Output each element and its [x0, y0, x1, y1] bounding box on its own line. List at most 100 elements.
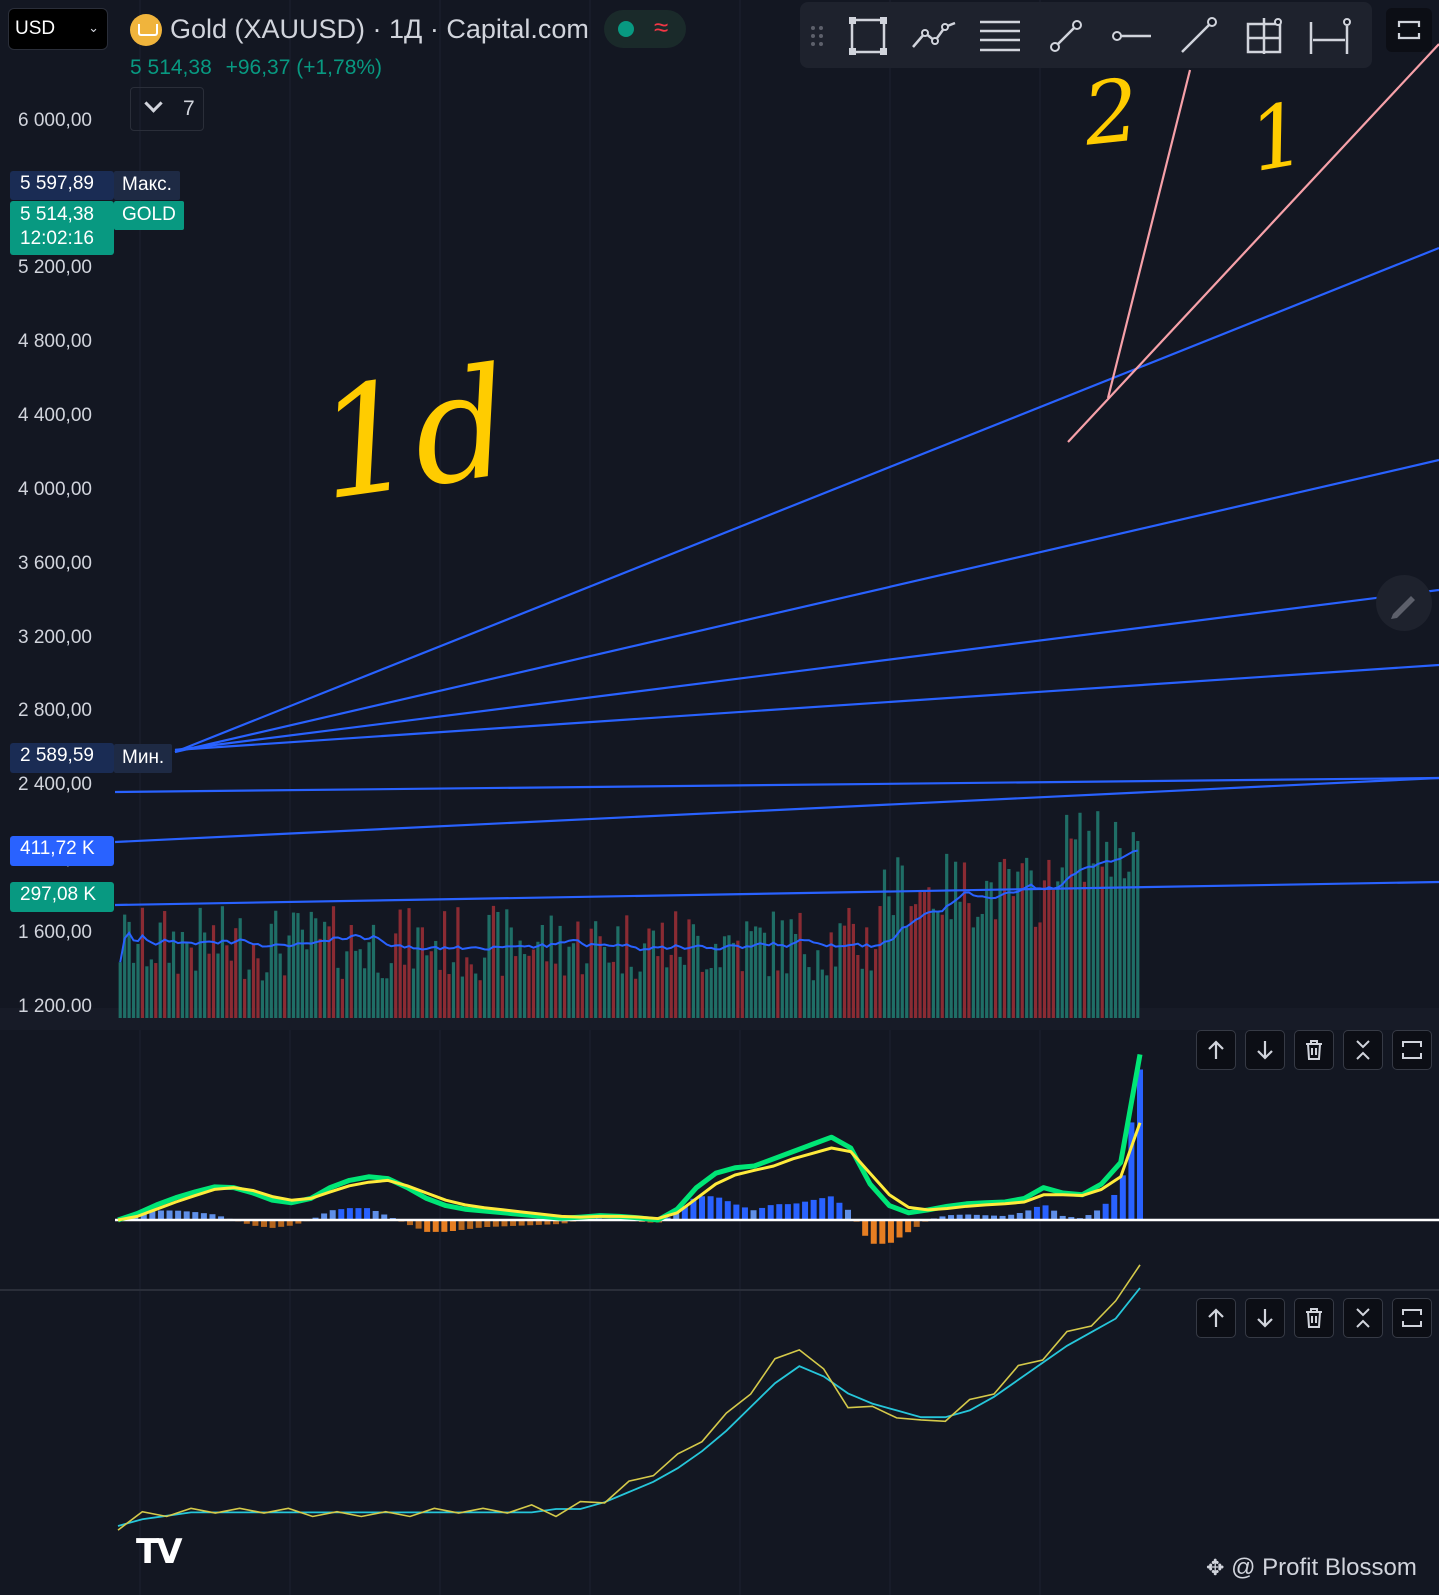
price-label: 6 000,00 [18, 110, 92, 131]
volume-bar [158, 922, 162, 1018]
trend-line-icon[interactable] [1040, 10, 1092, 62]
macd-histogram-bar [1085, 1215, 1092, 1220]
horizontal-ray-icon[interactable] [1106, 10, 1158, 62]
price-change: +96,37 (+1,78%) [225, 56, 383, 79]
volume-bar [722, 936, 727, 1018]
drag-handle-icon[interactable] [800, 10, 834, 62]
blue-fan-line [114, 776, 1439, 794]
pencil-icon[interactable] [1376, 575, 1432, 631]
volume-bar [611, 961, 616, 1018]
volume-bar [629, 966, 633, 1018]
volume-bar [243, 978, 247, 1018]
volume-bar [665, 967, 669, 1018]
macd-histogram-bar [810, 1199, 817, 1220]
min-price-marker: 2 589,59 [10, 743, 114, 773]
macd-histogram-bar [544, 1220, 551, 1225]
volume-bar [896, 857, 900, 1018]
macd-histogram-bar [1016, 1213, 1023, 1220]
blue-fan-line [114, 880, 1439, 907]
oscillator-line [117, 1264, 1141, 1531]
trash-icon[interactable] [1294, 1298, 1334, 1338]
volume-bar [931, 908, 935, 1018]
currency-select[interactable]: USD ⌄ [8, 8, 108, 50]
price-label: 3 200,00 [18, 627, 92, 648]
market-status[interactable]: ≈ [604, 10, 686, 48]
arrow-up-icon[interactable] [1196, 1298, 1236, 1338]
volume-bar [980, 913, 984, 1018]
path-icon[interactable] [908, 10, 960, 62]
volume-bar [838, 923, 842, 1018]
volume-bar [216, 953, 220, 1018]
arrow-up-icon[interactable] [1196, 1030, 1236, 1070]
measure-icon[interactable] [1304, 10, 1356, 62]
volume-bar [1096, 811, 1100, 1018]
volume-bar [1047, 859, 1051, 1018]
volume-bar [798, 912, 802, 1018]
macd-histogram-bar [192, 1212, 199, 1220]
volume-bar [714, 943, 718, 1018]
macd-histogram-bar [767, 1205, 774, 1220]
volume-bar [1082, 881, 1087, 1018]
volume-bar [180, 931, 185, 1018]
symbol-title[interactable]: Gold (XAUUSD) · 1Д · Capital.com [170, 14, 589, 44]
collapse-icon[interactable] [1343, 1030, 1383, 1070]
volume-bar [842, 925, 847, 1018]
chevron-down-icon: ⌄ [88, 20, 99, 35]
arrow-down-icon[interactable] [1245, 1298, 1285, 1338]
macd-histogram-bar [329, 1210, 336, 1220]
volume-bar [976, 916, 980, 1018]
volume-bar [149, 959, 153, 1018]
volume-bar [762, 932, 767, 1018]
fullscreen-icon[interactable] [1386, 8, 1432, 52]
volume-bar [705, 969, 709, 1018]
indicators-toggle[interactable]: 7 [130, 87, 204, 131]
volume-bar [785, 973, 789, 1018]
oscillator-signal-line [117, 1287, 1141, 1527]
rectangle-icon[interactable] [842, 10, 894, 62]
macd-histogram-bar [1068, 1217, 1075, 1220]
arrow-down-icon[interactable] [1245, 1030, 1285, 1070]
volume-bar [171, 931, 176, 1018]
macd-histogram-bar [956, 1214, 963, 1220]
last-price-value: 5 514,38 [20, 204, 94, 225]
volume-bar [456, 907, 460, 1018]
macd-histogram-bar [793, 1203, 800, 1220]
volume-bar [589, 928, 593, 1018]
volume-bar [660, 922, 664, 1018]
collapse-icon[interactable] [1343, 1298, 1383, 1338]
maximize-icon[interactable] [1392, 1030, 1432, 1070]
volume-bar [682, 964, 687, 1018]
macd-histogram-bar [338, 1209, 345, 1220]
macd-histogram-bar [896, 1220, 903, 1238]
volume-bar [345, 951, 349, 1018]
volume-bar [678, 956, 682, 1018]
price-label: 3 600,00 [18, 553, 92, 574]
macd-histogram-bar [243, 1220, 250, 1224]
volume-bar [1118, 848, 1122, 1018]
volume-bar [1051, 889, 1055, 1018]
maximize-icon[interactable] [1392, 1298, 1432, 1338]
volume-bar [1087, 830, 1091, 1018]
volume-bar [131, 962, 136, 1018]
volume-bar [780, 920, 784, 1018]
macd-histogram-bar [1111, 1194, 1118, 1220]
macd-histogram-bar [346, 1208, 353, 1220]
crosshair-box-icon[interactable] [1238, 10, 1290, 62]
macd-histogram-bar [140, 1212, 147, 1220]
volume-bar [607, 962, 611, 1018]
wave-icon: ≈ [654, 12, 669, 42]
trash-icon[interactable] [1294, 1030, 1334, 1070]
arrow-line-icon[interactable] [1172, 10, 1224, 62]
volume-bar [807, 967, 811, 1018]
price-label: 2 800,00 [18, 700, 92, 721]
volume-bar [585, 963, 589, 1018]
macd-histogram-bar [261, 1220, 267, 1227]
volume-bar [265, 972, 269, 1018]
volume-bar [385, 978, 389, 1018]
fib-levels-icon[interactable] [974, 10, 1026, 62]
volume-bar [776, 970, 780, 1018]
volume-bar [625, 915, 629, 1018]
macd-histogram-bar [690, 1198, 697, 1220]
volume-bar [940, 914, 944, 1018]
